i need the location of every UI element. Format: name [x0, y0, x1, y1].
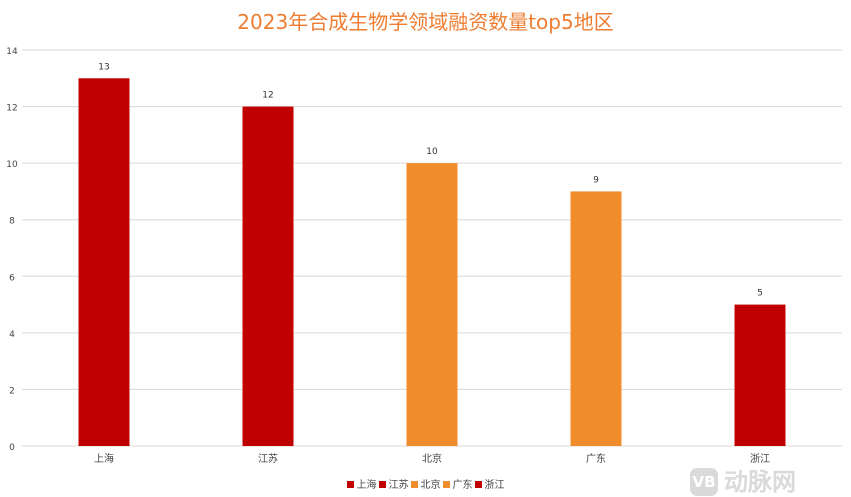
x-tick-label: 广东: [586, 452, 606, 465]
legend-label: 上海: [356, 480, 377, 491]
legend-item: 江苏: [378, 476, 409, 491]
data-label: 12: [262, 91, 273, 101]
legend-label: 江苏: [388, 480, 409, 491]
legend-item: 北京: [410, 476, 441, 491]
x-tick-label: 上海: [94, 452, 114, 465]
x-tick-label: 江苏: [258, 452, 278, 465]
y-tick-label: 4: [9, 330, 15, 340]
bar: [242, 106, 294, 447]
data-label: 9: [593, 175, 599, 185]
bar: [78, 78, 130, 447]
y-tick-label: 8: [9, 217, 15, 227]
watermark-logo-icon: VB: [690, 468, 718, 496]
legend-label: 广东: [452, 480, 473, 491]
y-tick-label: 2: [9, 386, 15, 396]
watermark: VB 动脉网: [690, 468, 796, 496]
y-tick-label: 14: [6, 47, 18, 57]
bar: [570, 191, 622, 446]
legend-item: 浙江: [474, 476, 505, 491]
bar: [734, 304, 786, 446]
legend-swatch: [474, 481, 482, 488]
x-tick-label: 北京: [422, 452, 442, 465]
data-label: 13: [98, 62, 109, 72]
watermark-text: 动脉网: [724, 468, 796, 496]
chart-title: 2023年合成生物学领域融资数量top5地区: [237, 10, 614, 34]
y-tick-label: 6: [9, 273, 15, 283]
legend-item: 上海: [346, 476, 377, 491]
legend-label: 浙江: [484, 480, 505, 491]
y-tick-label: 12: [6, 104, 17, 114]
legend: 上海 江苏 北京 广东 浙江: [0, 476, 851, 491]
legend-swatch: [442, 481, 450, 488]
y-tick-label: 10: [6, 160, 18, 170]
bar: [406, 163, 458, 446]
legend-item: 广东: [442, 476, 473, 491]
y-tick-label: 0: [9, 443, 15, 453]
legend-swatch: [346, 481, 354, 488]
legend-label: 北京: [420, 480, 441, 491]
legend-swatch: [378, 481, 386, 488]
data-label: 10: [426, 147, 438, 157]
x-tick-label: 浙江: [750, 453, 770, 465]
data-label: 5: [757, 289, 763, 299]
legend-swatch: [410, 481, 418, 488]
